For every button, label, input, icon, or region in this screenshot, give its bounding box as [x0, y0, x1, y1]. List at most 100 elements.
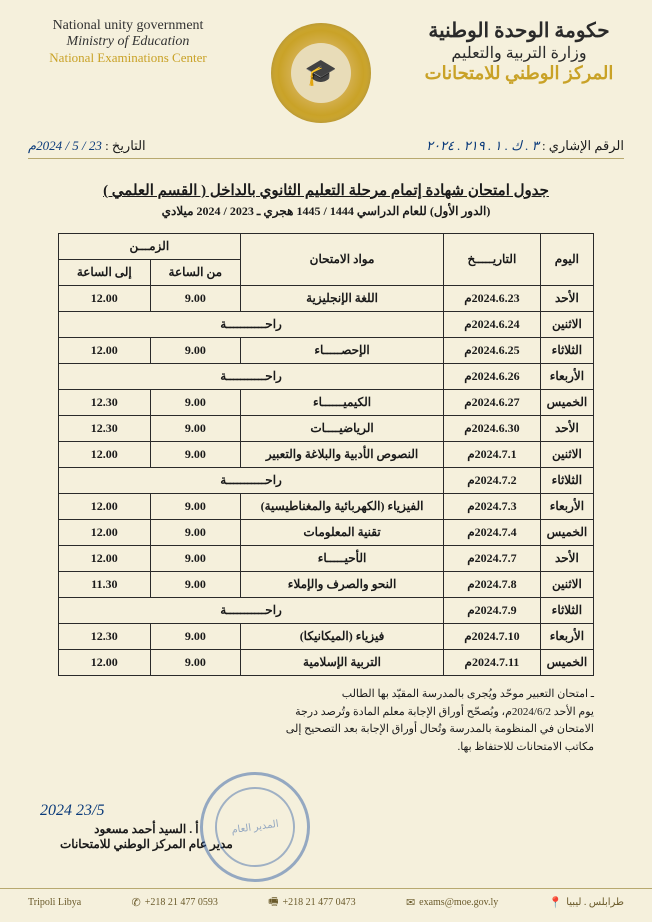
- cell-day: الاثنين: [540, 442, 594, 468]
- col-time: الزمـــن: [58, 234, 240, 260]
- table-row: الأحد2024.7.7مالأحيـــــاء9.0012.00: [58, 546, 593, 572]
- fax-icon: 🖷: [268, 893, 278, 912]
- cell-from: 9.00: [150, 390, 240, 416]
- cell-date: 2024.6.25م: [444, 338, 540, 364]
- mail-icon: ✉: [406, 896, 415, 909]
- cell-to: 12.00: [58, 494, 150, 520]
- cell-date: 2024.6.27م: [444, 390, 540, 416]
- cell-to: 12.30: [58, 624, 150, 650]
- notes-block: ـ امتحان التعبير موحّد ويُجرى بالمدرسة ا…: [28, 686, 624, 756]
- cell-subject: النحو والصرف والإملاء: [240, 572, 443, 598]
- center-name-en: National Examinations Center: [28, 50, 228, 66]
- cell-from: 9.00: [150, 442, 240, 468]
- cell-date: 2024.6.30م: [444, 416, 540, 442]
- cell-day: الخميس: [540, 520, 594, 546]
- cell-day: الأحد: [540, 546, 594, 572]
- cell-day: الأربعاء: [540, 364, 594, 390]
- cell-from: 9.00: [150, 572, 240, 598]
- cell-date: 2024.7.4م: [444, 520, 540, 546]
- cell-rest: راحـــــــــــة: [58, 468, 443, 494]
- cell-day: الأربعاء: [540, 494, 594, 520]
- col-date: التاريـــــخ: [444, 234, 540, 286]
- signature-scribble: 23/5 2024: [40, 802, 104, 820]
- cell-to: 12.30: [58, 390, 150, 416]
- table-row: الاثنين2024.7.1مالنصوص الأدبية والبلاغة …: [58, 442, 593, 468]
- cell-from: 9.00: [150, 338, 240, 364]
- table-row: الأحد2024.6.23ماللغة الإنجليزية9.0012.00: [58, 286, 593, 312]
- ref-value: ٣ . ك . ١ . ٢١٩ . ٢٠٢٤: [426, 138, 539, 153]
- date-label: التاريخ :: [105, 138, 146, 153]
- center-name-ar: المركز الوطني للامتحانات: [414, 63, 624, 84]
- ref-label: الرقم الإشاري :: [542, 138, 624, 153]
- cell-from: 9.00: [150, 546, 240, 572]
- cell-date: 2024.6.23م: [444, 286, 540, 312]
- col-day: اليوم: [540, 234, 594, 286]
- table-row: الاثنين2024.6.24مراحـــــــــــة: [58, 312, 593, 338]
- cell-to: 12.00: [58, 286, 150, 312]
- table-row: الخميس2024.7.4متقنية المعلومات9.0012.00: [58, 520, 593, 546]
- cell-rest: راحـــــــــــة: [58, 312, 443, 338]
- cell-date: 2024.7.1م: [444, 442, 540, 468]
- cell-day: الاثنين: [540, 312, 594, 338]
- cell-subject: الفيزياء (الكهربائية والمغناطيسية): [240, 494, 443, 520]
- cell-date: 2024.7.7م: [444, 546, 540, 572]
- col-subject: مواد الامتحان: [240, 234, 443, 286]
- date-value: 23 / 5 / 2024م: [28, 138, 102, 153]
- ministry-name-en: Ministry of Education: [28, 34, 228, 50]
- footer-phone2: +218 21 477 0473: [283, 897, 356, 908]
- exam-schedule-table: اليوم التاريـــــخ مواد الامتحان الزمـــ…: [58, 233, 594, 676]
- cell-from: 9.00: [150, 624, 240, 650]
- table-row: الخميس2024.6.27مالكيميــــــاء9.0012.30: [58, 390, 593, 416]
- cell-subject: الإحصـــــاء: [240, 338, 443, 364]
- cell-subject: النصوص الأدبية والبلاغة والتعبير: [240, 442, 443, 468]
- cell-day: الأربعاء: [540, 624, 594, 650]
- ministry-name-ar: وزارة التربية والتعليم: [414, 43, 624, 63]
- cell-day: الأحد: [540, 286, 594, 312]
- table-row: الاثنين2024.7.8مالنحو والصرف والإملاء9.0…: [58, 572, 593, 598]
- note-line: يوم الأحد 2024/6/2م، ويُصحّح أوراق الإجا…: [28, 704, 594, 722]
- cell-from: 9.00: [150, 520, 240, 546]
- gov-name-en: National unity government: [28, 18, 228, 34]
- cell-subject: التربية الإسلامية: [240, 650, 443, 676]
- title-main: جدول امتحان شهادة إتمام مرحلة التعليم ال…: [28, 181, 624, 200]
- cell-subject: اللغة الإنجليزية: [240, 286, 443, 312]
- col-to: إلى الساعة: [58, 260, 150, 286]
- reference-line: الرقم الإشاري : ٣ . ك . ١ . ٢١٩ . ٢٠٢٤ ا…: [28, 138, 624, 159]
- table-row: الأربعاء2024.7.10مفيزياء (الميكانيكا)9.0…: [58, 624, 593, 650]
- footer-city-en: Tripoli Libya: [28, 897, 81, 908]
- cell-to: 12.00: [58, 442, 150, 468]
- cell-to: 12.00: [58, 546, 150, 572]
- cell-subject: الكيميــــــاء: [240, 390, 443, 416]
- cell-from: 9.00: [150, 416, 240, 442]
- footer-city-ar: طرابلس . ليبيا: [566, 897, 624, 908]
- title-sub: (الدور الأول) للعام الدراسي 1444 / 1445 …: [28, 204, 624, 219]
- cell-date: 2024.7.2م: [444, 468, 540, 494]
- note-line: مكاتب الامتحانات للاحتفاظ بها.: [28, 739, 594, 757]
- cell-date: 2024.7.3م: [444, 494, 540, 520]
- table-row: الأحد2024.6.30مالرياضيــــات9.0012.30: [58, 416, 593, 442]
- cell-subject: الرياضيــــات: [240, 416, 443, 442]
- phone-icon: ✆: [132, 896, 141, 909]
- cell-from: 9.00: [150, 650, 240, 676]
- note-line: ـ امتحان التعبير موحّد ويُجرى بالمدرسة ا…: [28, 686, 594, 704]
- cell-from: 9.00: [150, 286, 240, 312]
- cell-day: الثلاثاء: [540, 468, 594, 494]
- table-row: الثلاثاء2024.7.2مراحـــــــــــة: [58, 468, 593, 494]
- table-row: الثلاثاء2024.7.9مراحـــــــــــة: [58, 598, 593, 624]
- col-from: من الساعة: [150, 260, 240, 286]
- table-row: الأربعاء2024.7.3مالفيزياء (الكهربائية وا…: [58, 494, 593, 520]
- cell-date: 2024.6.24م: [444, 312, 540, 338]
- cell-day: الاثنين: [540, 572, 594, 598]
- official-stamp: المدير العام: [193, 765, 317, 889]
- cell-to: 12.00: [58, 338, 150, 364]
- table-header-row-1: اليوم التاريـــــخ مواد الامتحان الزمـــ…: [58, 234, 593, 260]
- seal-icon: 🎓: [291, 43, 351, 103]
- table-row: الخميس2024.7.11مالتربية الإسلامية9.0012.…: [58, 650, 593, 676]
- cell-day: الثلاثاء: [540, 338, 594, 364]
- cell-date: 2024.7.11م: [444, 650, 540, 676]
- cell-date: 2024.7.8م: [444, 572, 540, 598]
- pin-icon: 📍: [549, 896, 563, 909]
- footer-phone1: +218 21 477 0593: [145, 897, 218, 908]
- cell-day: الثلاثاء: [540, 598, 594, 624]
- cell-day: الأحد: [540, 416, 594, 442]
